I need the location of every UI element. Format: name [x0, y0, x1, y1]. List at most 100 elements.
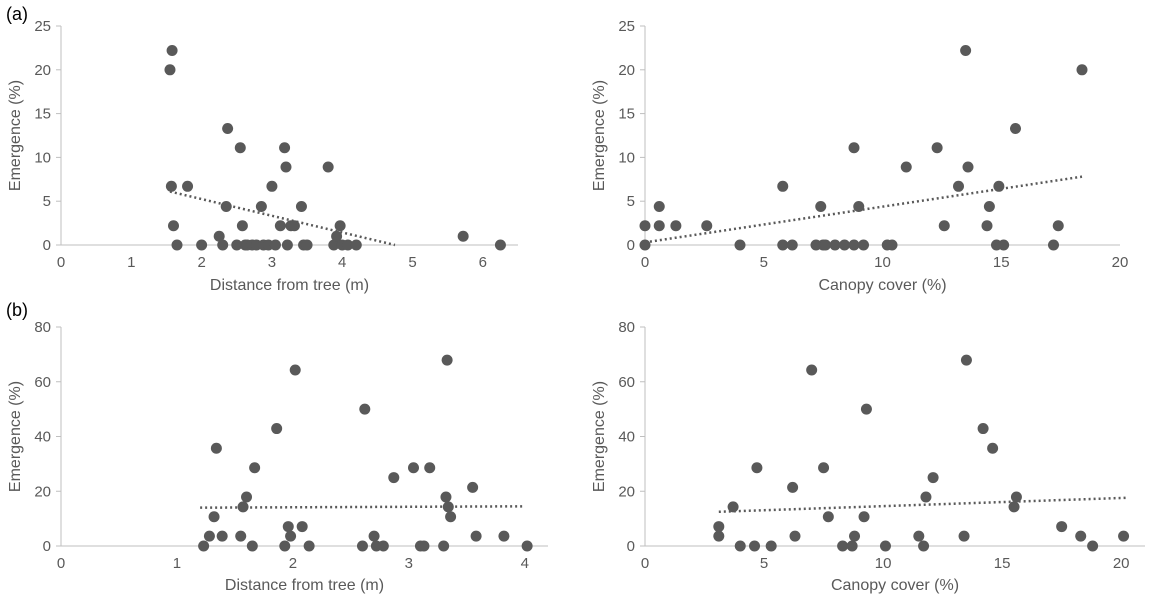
data-point — [198, 540, 210, 552]
y-tick-label: 10 — [34, 149, 51, 166]
y-tick-label: 5 — [43, 193, 51, 210]
x-tick-label: 5 — [760, 254, 768, 271]
panel-label-b: (b) — [6, 300, 28, 320]
data-point — [727, 501, 739, 513]
data-point — [171, 239, 183, 251]
x-tick-label: 2 — [197, 254, 205, 271]
data-point — [639, 239, 651, 251]
y-tick-label: 5 — [627, 193, 635, 210]
panel-label-a: (a) — [6, 4, 28, 24]
data-point — [734, 540, 746, 552]
data-point — [849, 530, 861, 542]
x-tick-label: 4 — [521, 555, 529, 572]
data-point — [918, 540, 930, 552]
data-point — [334, 220, 346, 232]
x-axis-label: Distance from tree (m) — [225, 577, 384, 594]
data-point — [166, 45, 178, 57]
data-point — [981, 220, 993, 232]
y-tick-label: 40 — [34, 429, 51, 446]
data-point — [235, 530, 247, 542]
data-point — [701, 220, 713, 232]
data-point — [231, 239, 243, 251]
data-point — [789, 530, 801, 542]
data-point — [837, 540, 849, 552]
data-point — [222, 122, 234, 134]
x-tick-label: 1 — [127, 254, 135, 271]
data-point — [328, 239, 340, 251]
data-point — [271, 423, 283, 435]
data-point — [301, 239, 313, 251]
data-point — [322, 161, 334, 173]
data-point — [751, 462, 763, 474]
data-point — [282, 521, 294, 533]
data-point — [255, 200, 267, 212]
y-tick-label: 20 — [34, 483, 51, 500]
x-tick-label: 15 — [993, 254, 1010, 271]
data-point — [858, 239, 869, 251]
data-point — [848, 239, 860, 251]
trendline — [644, 175, 1083, 244]
data-point — [182, 180, 194, 192]
data-point — [960, 354, 972, 366]
data-point — [246, 540, 258, 552]
data-point — [977, 423, 989, 435]
chart-1: 0 5 10 15 20 25 0 1 2 3 4 5 6 Distance from tree (m) E… — [7, 18, 518, 294]
x-tick-label: 0 — [641, 254, 649, 271]
data-point — [249, 462, 261, 474]
x-tick-label: 0 — [57, 555, 65, 572]
chart-3: 0 20 40 60 80 0 1 2 3 4 Distance from tree (m) Emer… — [7, 319, 548, 594]
data-point — [467, 481, 479, 493]
data-point — [418, 540, 430, 552]
x-tick-label: 2 — [289, 555, 297, 572]
data-point — [786, 239, 798, 251]
data-point — [494, 239, 506, 251]
data-point — [440, 491, 452, 503]
data-point — [848, 142, 860, 154]
data-point — [958, 530, 970, 542]
y-tick-label: 0 — [43, 538, 51, 555]
data-point — [274, 220, 286, 232]
x-tick-label: 5 — [408, 254, 416, 271]
data-point — [1052, 220, 1064, 232]
data-point — [879, 540, 891, 552]
y-tick-label: 15 — [34, 106, 51, 123]
data-point — [164, 64, 176, 76]
data-point — [839, 239, 850, 251]
data-point — [359, 403, 371, 415]
data-point — [470, 530, 482, 542]
data-point — [342, 239, 354, 251]
data-point — [279, 540, 291, 552]
data-point — [713, 521, 725, 533]
trendline — [200, 505, 525, 509]
data-point — [281, 239, 293, 251]
y-tick-label: 80 — [618, 319, 635, 336]
x-tick-label: 20 — [1112, 254, 1129, 271]
y-axis-label: Emergence (%) — [7, 381, 24, 492]
data-point — [234, 142, 246, 154]
data-point — [777, 180, 789, 192]
data-point — [236, 220, 248, 232]
x-tick-label: 4 — [338, 254, 346, 271]
data-point — [787, 481, 799, 493]
x-axis-label: Canopy cover (%) — [818, 277, 946, 294]
data-point — [960, 45, 972, 57]
data-point — [938, 220, 950, 232]
data-point — [377, 540, 389, 552]
data-point — [1118, 530, 1130, 542]
x-tick-label: 5 — [760, 555, 768, 572]
x-tick-label: 0 — [641, 555, 649, 572]
data-point — [269, 239, 281, 251]
data-point — [331, 230, 343, 242]
data-point — [457, 230, 469, 242]
x-axis-label: Distance from tree (m) — [210, 277, 369, 294]
y-tick-label: 0 — [43, 237, 51, 254]
data-point — [196, 239, 208, 251]
data-point — [1056, 521, 1068, 533]
data-point — [356, 540, 368, 552]
data-point — [931, 142, 943, 154]
trendline — [169, 190, 396, 247]
x-tick-label: 0 — [57, 254, 65, 271]
data-point — [1076, 64, 1088, 76]
data-point — [962, 161, 974, 173]
y-axis-label: Emergence (%) — [591, 381, 608, 492]
